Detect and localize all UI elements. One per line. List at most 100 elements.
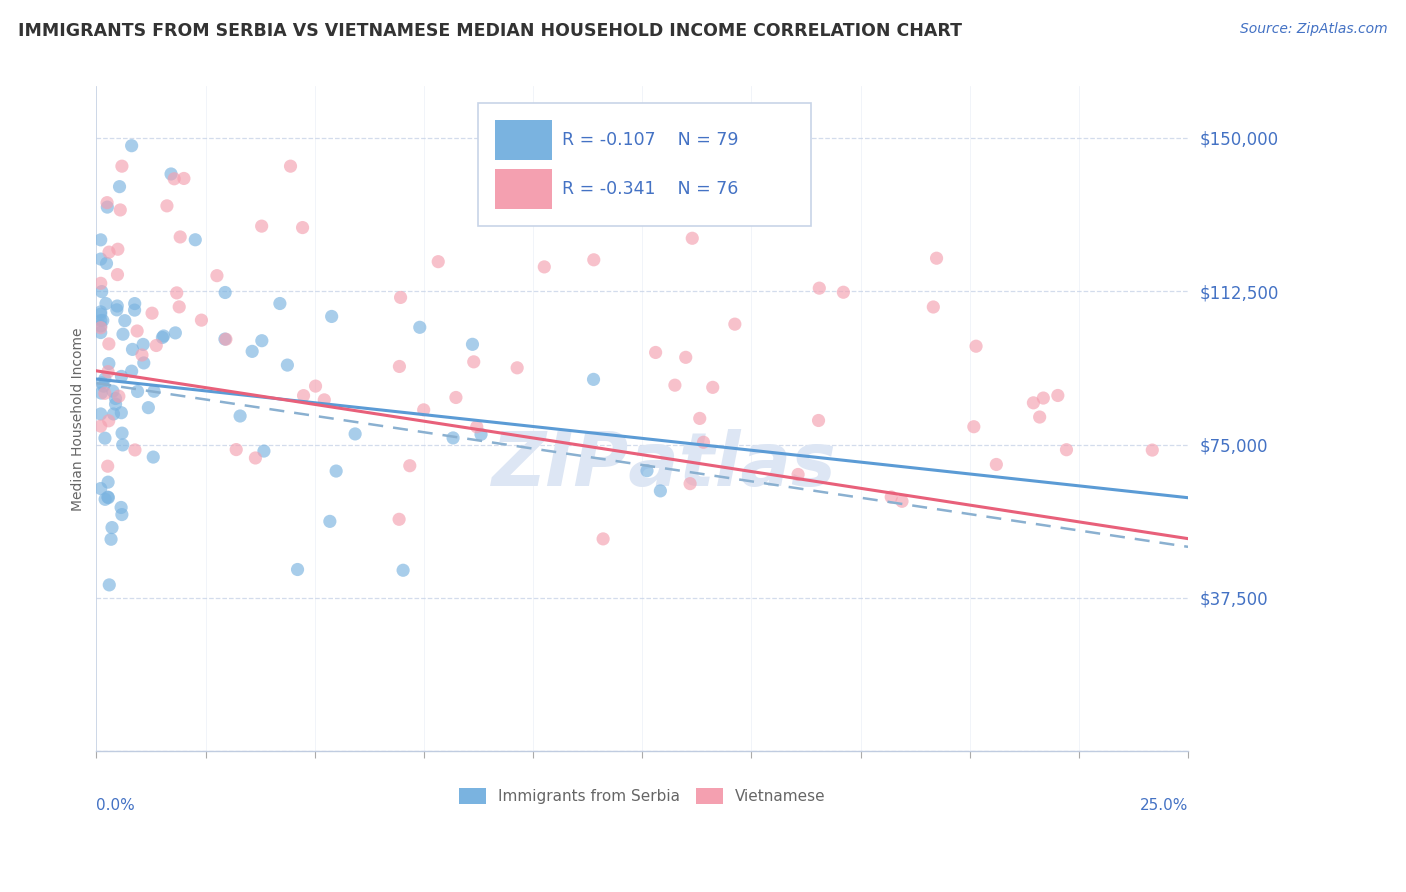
FancyBboxPatch shape: [495, 120, 551, 160]
Point: [111, 159, 134, 173]
Point: [107, 242, 129, 256]
Point: [121, 343, 143, 357]
Point: [90, 285, 112, 299]
Point: [205, 268, 228, 283]
Point: [276, 358, 298, 372]
Y-axis label: Median Household Income: Median Household Income: [72, 327, 86, 511]
Text: 25.0%: 25.0%: [1140, 798, 1188, 813]
FancyBboxPatch shape: [495, 169, 551, 209]
Point: [108, 389, 131, 403]
Point: [110, 202, 132, 217]
Point: [141, 306, 163, 320]
Text: Source: ZipAtlas.com: Source: ZipAtlas.com: [1240, 22, 1388, 37]
Point: [392, 563, 415, 577]
Point: [90, 233, 112, 247]
Point: [253, 444, 276, 458]
Point: [97, 357, 120, 371]
Point: [90, 419, 112, 434]
Point: [304, 379, 326, 393]
Point: [127, 384, 149, 399]
Point: [142, 450, 165, 464]
Point: [463, 355, 485, 369]
Point: [398, 458, 420, 473]
Point: [1032, 391, 1054, 405]
Point: [280, 159, 302, 173]
Point: [173, 171, 195, 186]
Point: [111, 508, 134, 522]
Point: [1056, 442, 1078, 457]
Point: [104, 397, 127, 411]
Point: [465, 419, 488, 434]
Point: [832, 285, 855, 300]
Point: [787, 467, 810, 482]
Point: [388, 512, 411, 526]
Point: [963, 419, 986, 434]
Point: [90, 318, 112, 333]
Point: [152, 330, 174, 344]
Point: [100, 533, 122, 547]
Point: [533, 260, 555, 274]
Point: [190, 313, 212, 327]
Point: [689, 411, 711, 425]
Point: [91, 376, 114, 390]
Point: [90, 320, 112, 334]
Point: [225, 442, 247, 457]
Point: [98, 245, 121, 260]
Point: [214, 285, 236, 300]
Point: [287, 562, 309, 576]
Point: [650, 483, 672, 498]
Point: [111, 327, 134, 342]
Point: [124, 303, 146, 318]
Point: [166, 285, 188, 300]
Point: [138, 401, 160, 415]
Point: [96, 200, 118, 214]
Point: [409, 320, 432, 334]
Point: [132, 356, 155, 370]
Point: [152, 329, 174, 343]
Point: [156, 199, 179, 213]
Point: [506, 360, 529, 375]
Point: [644, 345, 666, 359]
Point: [94, 372, 117, 386]
Point: [169, 230, 191, 244]
Point: [184, 233, 207, 247]
Point: [90, 305, 112, 319]
Point: [444, 391, 467, 405]
Point: [388, 359, 411, 374]
Point: [101, 520, 124, 534]
Point: [121, 138, 143, 153]
Point: [124, 296, 146, 310]
Point: [167, 300, 190, 314]
Point: [470, 427, 492, 442]
Point: [160, 167, 183, 181]
Point: [1028, 410, 1050, 425]
Point: [90, 252, 112, 266]
Point: [94, 492, 117, 507]
Point: [97, 475, 120, 490]
Point: [108, 179, 131, 194]
Point: [90, 313, 112, 327]
Point: [97, 490, 120, 504]
Point: [702, 380, 724, 394]
Point: [90, 482, 112, 496]
Point: [163, 171, 186, 186]
Point: [269, 296, 291, 310]
Point: [389, 290, 412, 304]
Point: [145, 338, 167, 352]
Point: [922, 300, 945, 314]
Point: [582, 252, 605, 267]
Point: [121, 364, 143, 378]
Point: [127, 324, 149, 338]
Point: [582, 372, 605, 386]
Point: [291, 220, 314, 235]
Point: [93, 379, 115, 393]
Point: [103, 407, 125, 421]
Point: [214, 332, 236, 346]
Point: [1142, 443, 1164, 458]
Point: [925, 251, 948, 265]
Point: [90, 407, 112, 421]
Point: [110, 369, 132, 384]
Point: [94, 386, 117, 401]
Point: [245, 450, 267, 465]
Point: [143, 384, 166, 399]
